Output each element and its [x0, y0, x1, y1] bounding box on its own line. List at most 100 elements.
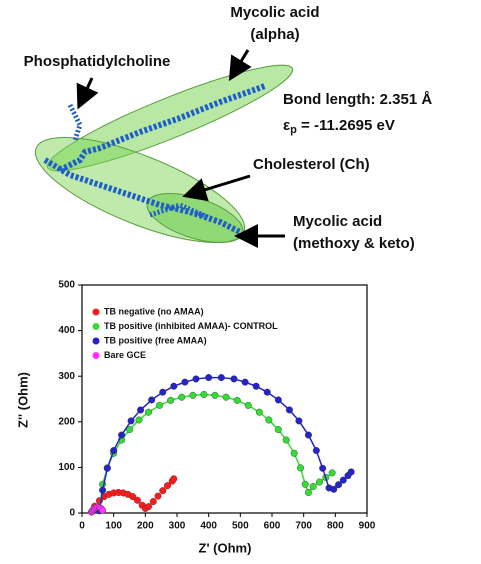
label: Mycolic acid [293, 213, 382, 230]
y-tick-label: 100 [58, 462, 75, 473]
legend-marker [92, 308, 100, 316]
data-point [211, 391, 219, 399]
data-point [335, 481, 343, 489]
data-point [241, 378, 249, 386]
data-point [192, 375, 200, 383]
x-tick-label: 100 [105, 521, 122, 532]
data-point [170, 475, 178, 483]
data-point [110, 447, 118, 455]
data-point [274, 426, 282, 434]
data-point [244, 401, 252, 409]
legend-marker [92, 337, 100, 345]
data-point [167, 396, 175, 404]
plot-frame [81, 284, 368, 514]
x-tick-label: 900 [359, 521, 376, 532]
data-point [265, 416, 273, 424]
data-point [103, 464, 111, 472]
legend-label: Bare GCE [104, 350, 146, 360]
data-point [189, 391, 197, 399]
text: = -11.2695 eV [297, 117, 395, 134]
data-point [274, 396, 282, 404]
x-tick-label: 300 [169, 521, 186, 532]
data-point [99, 506, 107, 514]
data-point [255, 408, 263, 416]
data-point [347, 468, 355, 476]
data-point [252, 382, 260, 390]
y-tick-label: 500 [58, 280, 75, 291]
data-point [137, 406, 145, 414]
label: εp = -11.2695 eV [283, 117, 395, 136]
legend-marker [92, 323, 100, 330]
data-point [200, 390, 208, 398]
x-tick-label: 400 [200, 521, 217, 532]
y-axis-label: Z'' (Ohm) [15, 372, 30, 428]
data-point [328, 469, 336, 477]
data-point [118, 431, 126, 439]
x-tick-label: 600 [264, 521, 281, 532]
label: Phosphatidylcholine [24, 53, 171, 70]
x-tick-label: 200 [137, 521, 154, 532]
data-point [154, 492, 162, 500]
label: Bond length: 2.351 Å [283, 91, 432, 108]
data-point [217, 374, 225, 382]
label: (alpha) [250, 26, 299, 43]
data-point [304, 431, 312, 439]
data-point [304, 488, 312, 496]
data-point [129, 493, 137, 501]
legend-label: TB positive (free AMAA) [104, 335, 207, 345]
data-point [99, 486, 107, 494]
data-point [309, 483, 317, 491]
data-point [263, 388, 271, 396]
data-point [233, 396, 241, 404]
data-point [135, 416, 143, 424]
x-tick-label: 700 [295, 521, 312, 532]
data-point [127, 417, 135, 425]
arrow [182, 174, 251, 202]
x-tick-label: 0 [79, 521, 85, 532]
data-point [149, 498, 157, 506]
y-tick-label: 400 [58, 325, 75, 336]
data-point [301, 480, 309, 488]
molecule-illustration: Mycolic acid (alpha) Phosphatidylcholine… [24, 4, 433, 252]
data-point [319, 464, 327, 472]
data-point [156, 401, 164, 409]
data-point [170, 382, 178, 390]
data-point [159, 388, 167, 396]
y-tick-label: 300 [58, 371, 75, 382]
arrow [228, 49, 252, 82]
data-point [312, 447, 320, 455]
data-point [339, 476, 347, 484]
data-point [159, 487, 167, 495]
arrow [76, 77, 99, 110]
molecule-chain [67, 103, 211, 221]
data-point [181, 378, 189, 386]
data-point [125, 426, 133, 434]
data-point [295, 417, 303, 425]
data-point [144, 408, 152, 416]
molecule-chain [43, 157, 242, 235]
data-point [316, 478, 324, 486]
molecule-chain [58, 83, 267, 173]
x-tick-label: 500 [232, 521, 249, 532]
data-point [222, 393, 230, 401]
nyquist-plot: Z' (Ohm) Z'' (Ohm) 0 100 200 300 400 500 0 100 2… [15, 280, 375, 556]
legend-label: TB positive (inhibited AMAA)- CONTROL [104, 321, 278, 331]
data-point [285, 406, 293, 414]
data-point [148, 396, 156, 404]
label: Mycolic acid [230, 4, 319, 21]
data-point [163, 482, 171, 490]
label: (methoxy & keto) [293, 235, 415, 252]
data-point [330, 485, 338, 493]
data-point [297, 464, 305, 472]
legend-marker [92, 352, 100, 359]
label: Cholesterol (Ch) [253, 156, 370, 173]
symbol: ε [283, 117, 290, 134]
y-tick-label: 0 [69, 508, 75, 519]
data-point [133, 496, 141, 504]
legend-label: TB negative (no AMAA) [104, 306, 204, 316]
data-point [230, 375, 238, 383]
subscript: p [290, 124, 297, 136]
data-point [205, 374, 213, 382]
x-tick-label: 800 [327, 521, 344, 532]
